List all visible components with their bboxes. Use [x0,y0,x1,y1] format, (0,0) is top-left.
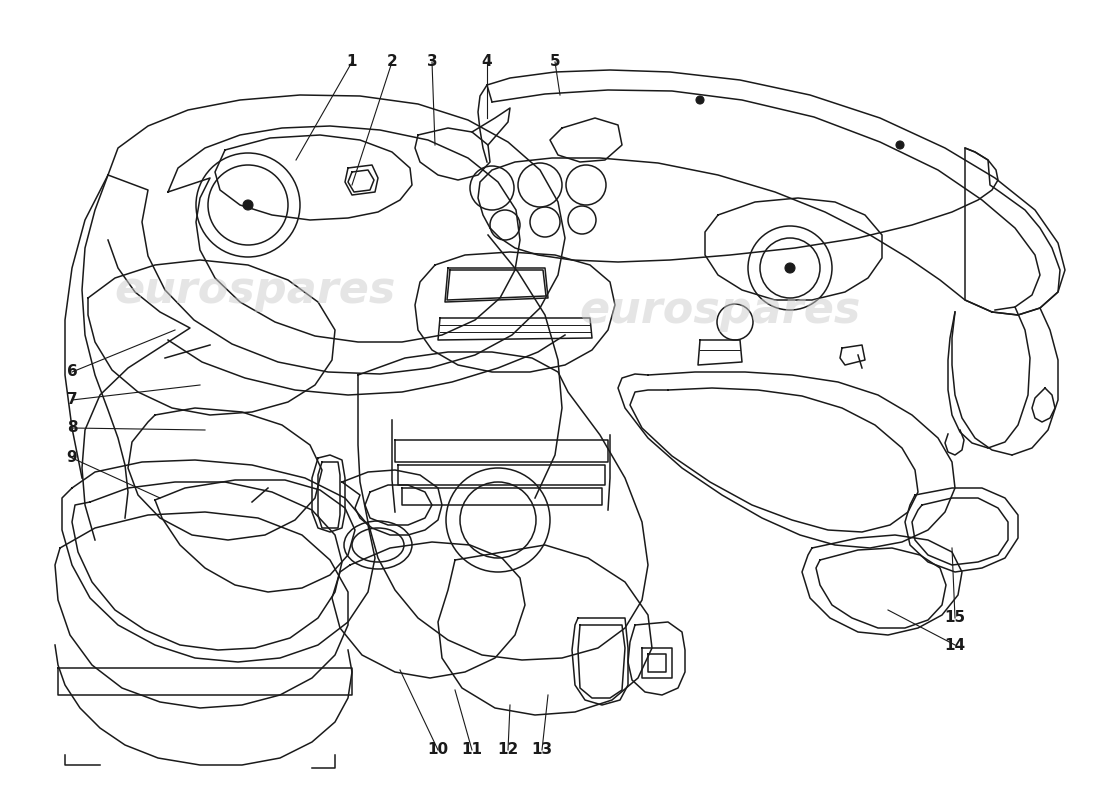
Text: 10: 10 [428,742,449,758]
Text: eurospares: eurospares [114,269,396,311]
Circle shape [785,263,795,273]
Text: eurospares: eurospares [580,289,860,331]
Text: 12: 12 [497,742,518,758]
Text: 6: 6 [67,365,77,379]
Text: 13: 13 [531,742,552,758]
Text: 14: 14 [945,638,966,653]
Text: 4: 4 [482,54,493,70]
Circle shape [696,96,704,104]
Circle shape [896,141,904,149]
Text: 11: 11 [462,742,483,758]
Text: 15: 15 [945,610,966,626]
Circle shape [243,200,253,210]
Text: 3: 3 [427,54,438,70]
Text: 7: 7 [67,393,77,407]
Text: 5: 5 [550,54,560,70]
Text: 1: 1 [346,54,358,70]
Text: 8: 8 [67,421,77,435]
Text: 9: 9 [67,450,77,466]
Text: 2: 2 [386,54,397,70]
